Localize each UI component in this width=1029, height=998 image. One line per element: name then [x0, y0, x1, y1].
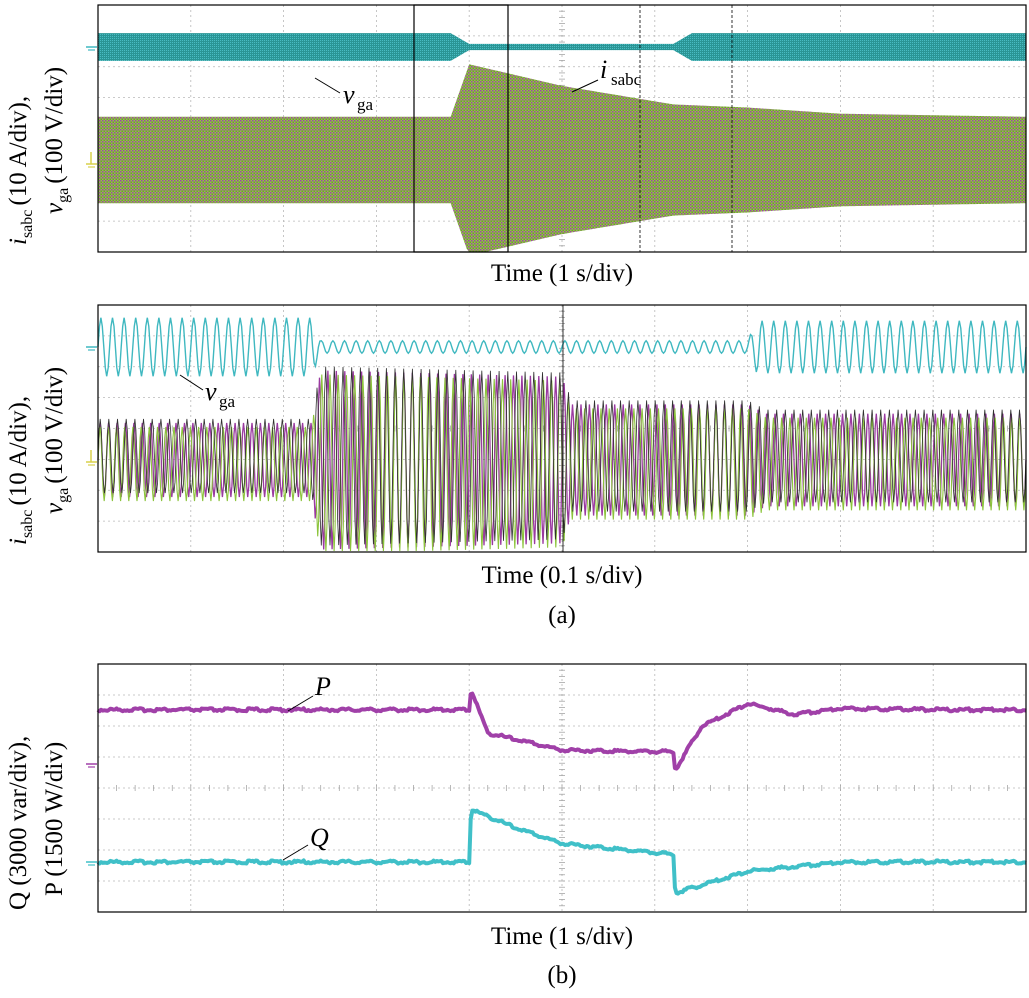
- annotation-vga-main: v: [343, 80, 355, 109]
- annotation-vga-main: v: [205, 377, 217, 406]
- ground-marker-q: [86, 861, 97, 866]
- annotation-isabc: i sabc: [571, 55, 642, 93]
- annotation-vga-sub: ga: [357, 95, 374, 114]
- panel-b-grid: [97, 663, 1027, 913]
- ground-marker-voltage: [86, 346, 97, 351]
- panel-a2-frame: [97, 304, 1027, 553]
- annotation-q: Q: [282, 823, 329, 861]
- trace-vga: [98, 33, 1026, 61]
- svg-text:P: P: [314, 672, 331, 701]
- caption-b: (b): [547, 962, 576, 989]
- trace-q: [96, 808, 1027, 896]
- panel-a2-ylabel-voltage: vga(100 V/div): [41, 367, 72, 514]
- ground-marker-current: [86, 152, 97, 168]
- trace-p: [96, 691, 1027, 771]
- panel-a1-ylabel-voltage: vga(100 V/div): [41, 67, 72, 214]
- panel-a2-ylabel-current: isabc(10 A/div),: [5, 396, 36, 545]
- trace-isabc-c: [97, 366, 1027, 546]
- panel-a1-frame: [97, 4, 1027, 253]
- panel-b-frame: [97, 663, 1027, 913]
- panel-b: P Q Q (3000 var/div), P (1500 W/div) Tim…: [5, 663, 1027, 989]
- svg-text:Q: Q: [310, 823, 329, 852]
- panel-b-traces: [96, 691, 1027, 896]
- ground-marker-voltage: [86, 46, 97, 51]
- trace-vga: [97, 317, 1027, 377]
- panel-b-ylabel-p: P (1500 W/div): [41, 742, 68, 896]
- panel-a2: v ga isabc(10 A/div), vga(100 V/div) Tim…: [5, 304, 1027, 629]
- panel-a1-ylabel-current: isabc(10 A/div),: [5, 96, 36, 245]
- caption-a: (a): [548, 602, 576, 629]
- annotation-vga-sub: ga: [219, 392, 236, 411]
- annotation-isabc-sub: sabc: [611, 70, 642, 89]
- ground-marker-current: [86, 450, 97, 466]
- annotation-p: P: [287, 672, 331, 712]
- panel-b-ylabel-q: Q (3000 var/div),: [5, 736, 32, 910]
- ground-marker-p: [86, 763, 97, 768]
- panel-a2-xlabel: Time (0.1 s/div): [482, 562, 643, 589]
- annotation-isabc-main: i: [600, 55, 607, 84]
- annotation-vga: v ga: [179, 374, 236, 411]
- panel-a1-traces: [98, 33, 1026, 252]
- panel-a1-xlabel: Time (1 s/div): [491, 260, 633, 287]
- panel-a2-traces: [97, 317, 1027, 552]
- panel-a1: v ga i sabc isabc(10 A/div), vga(100 V/d…: [5, 4, 1027, 287]
- annotation-vga: v ga: [314, 77, 374, 114]
- panel-b-xlabel: Time (1 s/div): [491, 923, 633, 950]
- trace-isabc: [98, 64, 1026, 252]
